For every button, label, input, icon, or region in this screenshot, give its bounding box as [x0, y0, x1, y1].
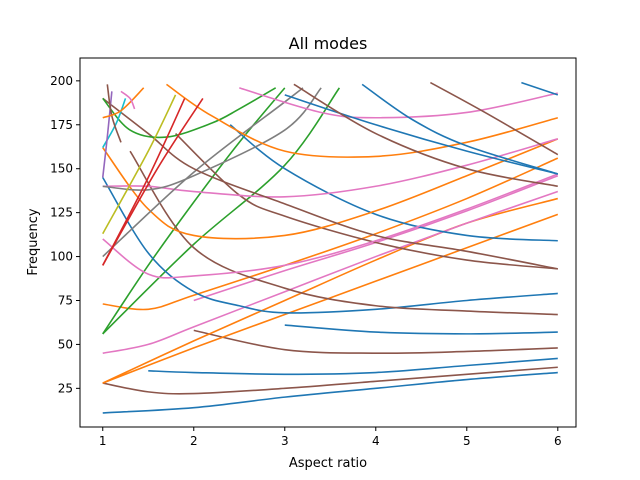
mode-line-26	[284, 94, 558, 175]
mode-line-25	[239, 87, 558, 119]
plot-area	[101, 81, 559, 414]
x-tick-label: 2	[190, 434, 198, 448]
mode-line-38	[120, 90, 136, 110]
mode-line-34	[102, 98, 127, 148]
series-layer	[101, 81, 559, 414]
mode-line-4	[193, 329, 558, 355]
mode-line-12	[102, 87, 341, 335]
mode-line-16	[229, 124, 558, 242]
x-tick-label: 6	[554, 434, 562, 448]
mode-line-23	[102, 87, 277, 139]
mode-line-33	[102, 94, 177, 235]
mode-line-17	[102, 173, 559, 279]
y-axis-label: Frequency	[26, 208, 41, 275]
mode-line-32	[102, 97, 204, 266]
mode-line-28	[430, 81, 559, 156]
mode-line-8	[102, 190, 559, 354]
mode-line-19	[102, 138, 559, 198]
y-tick-label: 150	[50, 162, 73, 176]
chart-title: All modes	[289, 34, 368, 53]
mode-line-22	[102, 97, 558, 270]
x-axis-label: Aspect ratio	[289, 456, 367, 471]
y-axis: 25 50 75 100 125 150 175 200	[50, 74, 80, 395]
mode-line-1	[102, 371, 558, 414]
y-tick-label: 50	[58, 337, 73, 351]
x-tick-label: 5	[463, 434, 471, 448]
y-tick-label: 25	[58, 381, 73, 395]
x-axis: 1 2 3 4 5 6	[99, 427, 562, 448]
mode-line-15	[175, 132, 558, 270]
mode-line-2	[102, 366, 558, 395]
y-tick-label: 75	[58, 293, 73, 307]
y-tick-label: 200	[50, 74, 73, 88]
mode-line-18	[102, 138, 559, 240]
y-tick-label: 125	[50, 206, 73, 220]
mode-line-29	[361, 83, 559, 175]
plot-frame	[79, 57, 577, 428]
mode-line-10	[102, 157, 559, 311]
x-tick-label: 1	[99, 434, 107, 448]
mode-line-37	[102, 87, 145, 119]
mode-line-36	[106, 84, 122, 143]
x-tick-label: 4	[372, 434, 380, 448]
mode-line-20	[102, 87, 322, 191]
y-tick-label: 100	[50, 250, 73, 264]
mode-line-6	[102, 213, 559, 384]
mode-line-24	[166, 83, 559, 158]
x-tick-label: 3	[281, 434, 289, 448]
mode-line-30	[521, 81, 559, 96]
mode-line-14	[129, 150, 558, 316]
mode-line-5	[284, 324, 558, 335]
y-tick-label: 175	[50, 118, 73, 132]
mode-line-21	[102, 87, 304, 258]
mode-line-27	[293, 83, 558, 188]
mode-line-3	[148, 357, 558, 376]
mode-line-35	[101, 91, 113, 178]
mode-line-13	[102, 177, 558, 314]
